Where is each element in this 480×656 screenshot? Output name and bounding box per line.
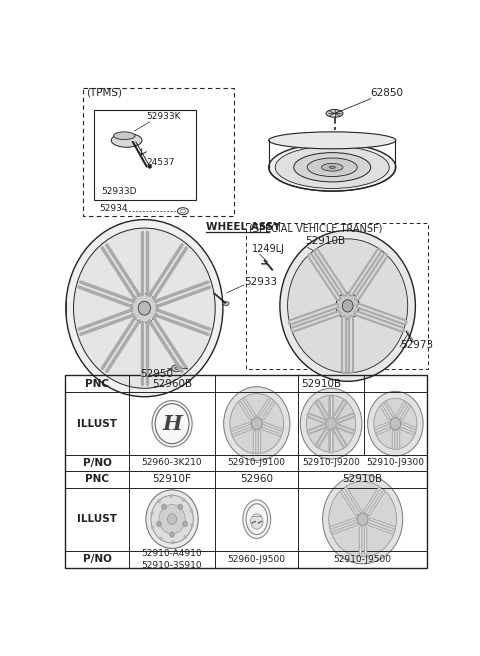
Ellipse shape	[326, 110, 343, 117]
Ellipse shape	[162, 504, 166, 510]
Ellipse shape	[275, 146, 389, 188]
Text: 52960-3K210: 52960-3K210	[142, 459, 203, 468]
Text: ILLUST: ILLUST	[77, 514, 117, 524]
Ellipse shape	[66, 220, 223, 397]
Ellipse shape	[175, 367, 179, 369]
Ellipse shape	[294, 153, 371, 182]
Text: 24537: 24537	[146, 158, 174, 167]
Ellipse shape	[114, 132, 135, 140]
Ellipse shape	[169, 495, 172, 498]
Text: 1249LJ: 1249LJ	[252, 244, 285, 254]
Text: PNC: PNC	[85, 474, 109, 484]
Ellipse shape	[336, 293, 359, 319]
Ellipse shape	[159, 537, 162, 540]
Ellipse shape	[152, 401, 192, 447]
Ellipse shape	[182, 499, 185, 501]
Text: 52973: 52973	[400, 340, 433, 350]
Ellipse shape	[326, 417, 336, 430]
Ellipse shape	[131, 293, 157, 323]
Ellipse shape	[243, 500, 271, 539]
Text: (TPMS): (TPMS)	[86, 88, 122, 98]
Ellipse shape	[151, 526, 154, 529]
Ellipse shape	[280, 230, 415, 381]
Ellipse shape	[168, 514, 177, 525]
Ellipse shape	[288, 239, 408, 373]
Ellipse shape	[252, 417, 262, 430]
Text: 52910-A4910
52910-3S910: 52910-A4910 52910-3S910	[142, 549, 203, 569]
Text: 62850: 62850	[371, 88, 404, 98]
Ellipse shape	[170, 532, 174, 537]
Text: 52960B: 52960B	[152, 379, 192, 388]
Ellipse shape	[191, 523, 193, 527]
Text: ILLUST: ILLUST	[77, 419, 117, 428]
Ellipse shape	[138, 301, 151, 315]
Ellipse shape	[390, 417, 401, 430]
Ellipse shape	[223, 302, 229, 306]
Ellipse shape	[342, 300, 353, 312]
Ellipse shape	[159, 504, 185, 534]
Text: 52910-J9300: 52910-J9300	[366, 459, 424, 468]
Ellipse shape	[157, 500, 160, 502]
Text: WHEEL ASSY: WHEEL ASSY	[206, 222, 281, 232]
Text: 52910F: 52910F	[153, 474, 192, 484]
Text: 52910-J9500: 52910-J9500	[334, 555, 392, 564]
Text: 52910-J9200: 52910-J9200	[302, 459, 360, 468]
Text: PNC: PNC	[85, 379, 109, 388]
Ellipse shape	[151, 512, 153, 515]
Ellipse shape	[329, 166, 336, 169]
Text: 52910B: 52910B	[301, 379, 341, 388]
Text: 52950: 52950	[141, 369, 173, 379]
Ellipse shape	[269, 144, 396, 191]
Text: P/NO: P/NO	[83, 458, 111, 468]
Text: 52933D: 52933D	[101, 187, 137, 196]
Ellipse shape	[190, 509, 193, 512]
Text: 52933: 52933	[244, 277, 277, 287]
Text: H: H	[162, 414, 182, 434]
Ellipse shape	[224, 387, 290, 461]
Ellipse shape	[184, 535, 187, 539]
Ellipse shape	[357, 513, 368, 525]
Ellipse shape	[300, 388, 362, 459]
Ellipse shape	[73, 228, 215, 388]
Ellipse shape	[306, 395, 356, 452]
Text: 52934: 52934	[100, 204, 128, 213]
Ellipse shape	[111, 133, 142, 147]
Text: 52910B: 52910B	[343, 474, 383, 484]
Ellipse shape	[251, 514, 263, 529]
Text: 52910B: 52910B	[305, 236, 346, 246]
Text: 52910-J9100: 52910-J9100	[228, 459, 286, 468]
Ellipse shape	[374, 398, 417, 449]
Ellipse shape	[183, 522, 188, 527]
Ellipse shape	[172, 365, 182, 372]
Ellipse shape	[230, 394, 284, 454]
Text: (SPECIAL VEHICLE TRANSF): (SPECIAL VEHICLE TRANSF)	[249, 223, 383, 233]
Ellipse shape	[307, 158, 357, 176]
Ellipse shape	[151, 495, 193, 543]
Ellipse shape	[323, 474, 403, 564]
Ellipse shape	[156, 522, 161, 527]
Text: P/NO: P/NO	[83, 554, 111, 564]
Ellipse shape	[172, 541, 175, 544]
Text: 52933K: 52933K	[146, 112, 180, 121]
Ellipse shape	[368, 392, 423, 456]
Ellipse shape	[269, 132, 396, 149]
Text: 52960: 52960	[240, 474, 273, 484]
Ellipse shape	[178, 504, 182, 510]
Ellipse shape	[146, 490, 198, 548]
Text: 52960-J9500: 52960-J9500	[228, 555, 286, 564]
Ellipse shape	[322, 163, 343, 171]
Ellipse shape	[329, 482, 396, 557]
Ellipse shape	[148, 165, 152, 169]
